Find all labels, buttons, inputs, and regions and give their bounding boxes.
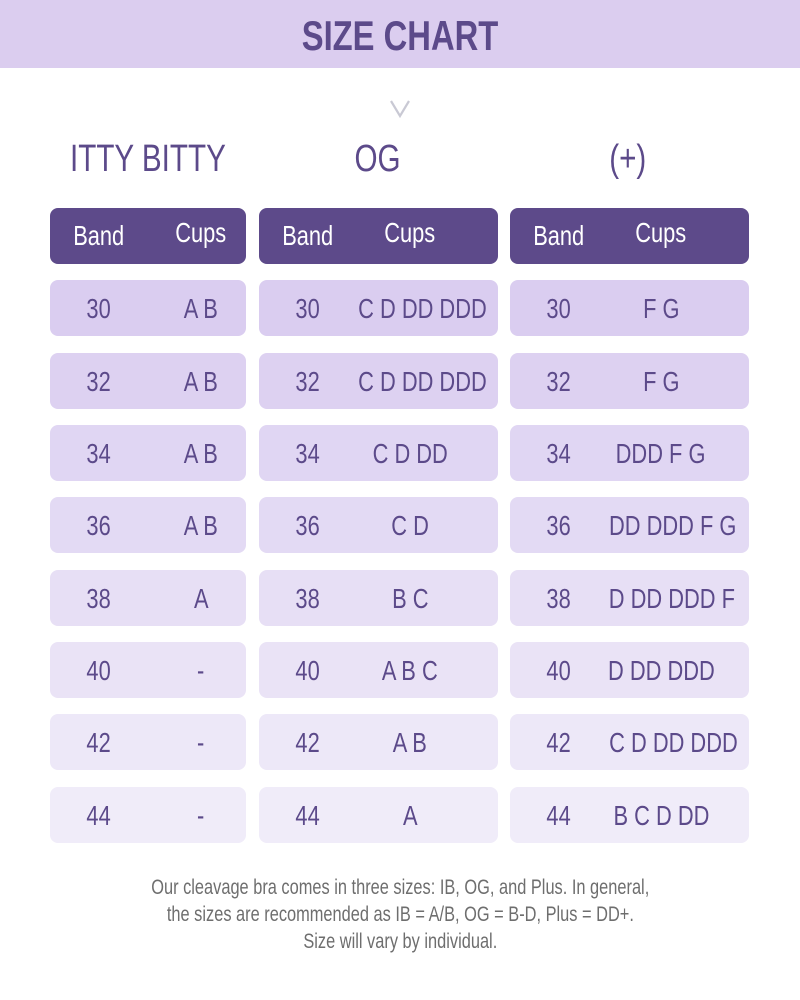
band-value: 32	[295, 366, 321, 397]
band-value: 38	[295, 583, 321, 614]
table-row: 38 D DD DDD F	[510, 570, 749, 626]
size-heading-label: ITTY BITTY	[70, 138, 226, 180]
cups-value: DDD F G	[616, 438, 706, 469]
cups-value: A B	[392, 727, 428, 758]
cups-value: -	[197, 800, 205, 831]
table-row: 30 C D DD DDD	[259, 280, 498, 336]
band-value: 30	[546, 293, 572, 324]
band-value: 42	[546, 727, 572, 758]
table-row: 42 -	[50, 714, 246, 770]
band-value: 36	[546, 510, 572, 541]
table-row: 36 C D	[259, 497, 498, 553]
cups-value: C D DD DDD	[609, 727, 738, 758]
table-row: 32 A B	[50, 353, 246, 409]
size-heading-label: OG	[354, 138, 402, 180]
band-value: 40	[295, 655, 321, 686]
cups-value: D DD DDD	[607, 655, 715, 686]
table-row: 44 -	[50, 787, 246, 843]
cups-value: A B	[183, 510, 219, 541]
table-row: 30 A B	[50, 280, 246, 336]
size-heading-label: (+)	[609, 138, 647, 180]
table-row: 38 B C	[259, 570, 498, 626]
table-row: 44 B C D DD	[510, 787, 749, 843]
chevron-down-icon[interactable]	[388, 96, 412, 120]
cups-header: Cups	[635, 217, 687, 248]
band-value: 44	[295, 800, 321, 831]
band-value: 30	[86, 293, 112, 324]
size-heading: ITTY BITTY	[0, 138, 298, 181]
cups-value: A	[402, 800, 418, 831]
cups-value: C D DD	[372, 438, 448, 469]
cups-value: F G	[642, 293, 680, 324]
band-header: Band	[282, 220, 334, 251]
cups-value: A B	[183, 438, 219, 469]
band-value: 34	[546, 438, 572, 469]
band-value: 38	[86, 583, 112, 614]
cups-value: A B C	[382, 655, 438, 686]
table-row: 34 DDD F G	[510, 425, 749, 481]
table-row: 40 D DD DDD	[510, 642, 749, 698]
band-value: 36	[295, 510, 321, 541]
band-value: 40	[86, 655, 112, 686]
cups-header: Cups	[384, 217, 436, 248]
note-line: Size will vary by individual.	[303, 930, 497, 953]
size-note: Our cleavage bra comes in three sizes: I…	[0, 874, 800, 955]
band-value: 32	[86, 366, 112, 397]
table-row: 32 F G	[510, 353, 749, 409]
band-value: 38	[546, 583, 572, 614]
band-value: 40	[546, 655, 572, 686]
band-value: 42	[86, 727, 112, 758]
cups-value: -	[197, 655, 205, 686]
table-row: 32 C D DD DDD	[259, 353, 498, 409]
table-row: 40 A B C	[259, 642, 498, 698]
cups-value: A B	[183, 366, 219, 397]
title-banner: SIZE CHART	[0, 0, 800, 68]
page-title: SIZE CHART	[301, 12, 499, 59]
band-value: 34	[295, 438, 321, 469]
band-value: 34	[86, 438, 112, 469]
cups-value: A B	[183, 293, 219, 324]
band-value: 30	[295, 293, 321, 324]
cups-value: B C D DD	[613, 800, 709, 831]
band-value: 42	[295, 727, 321, 758]
table-row: 34 A B	[50, 425, 246, 481]
table-row: 30 F G	[510, 280, 749, 336]
band-value: 32	[546, 366, 572, 397]
band-header: Band	[73, 220, 125, 251]
cups-value: -	[197, 727, 205, 758]
table-row: 40 -	[50, 642, 246, 698]
cups-value: B C	[391, 583, 429, 614]
size-heading: (+)	[478, 138, 778, 181]
band-value: 44	[546, 800, 572, 831]
cups-header: Cups	[175, 217, 227, 248]
size-heading: OG	[228, 138, 528, 181]
cups-value: D DD DDD F	[608, 583, 735, 614]
cups-value: C D DD DDD	[358, 293, 487, 324]
cups-value: DD DDD F G	[608, 510, 737, 541]
table-header: Band Cups	[259, 208, 498, 264]
cups-value: C D DD DDD	[358, 366, 487, 397]
note-line: Our cleavage bra comes in three sizes: I…	[150, 876, 650, 899]
band-value: 44	[86, 800, 112, 831]
table-row: 36 DD DDD F G	[510, 497, 749, 553]
table-row: 42 C D DD DDD	[510, 714, 749, 770]
table-row: 36 A B	[50, 497, 246, 553]
cups-value: F G	[642, 366, 680, 397]
table-header: Band Cups	[50, 208, 246, 264]
table-row: 42 A B	[259, 714, 498, 770]
table-header: Band Cups	[510, 208, 749, 264]
note-line: the sizes are recommended as IB = A/B, O…	[166, 903, 634, 926]
cups-value: A	[193, 583, 209, 614]
band-value: 36	[86, 510, 112, 541]
table-row: 44 A	[259, 787, 498, 843]
band-header: Band	[533, 220, 585, 251]
cups-value: C D	[391, 510, 429, 541]
table-row: 38 A	[50, 570, 246, 626]
table-row: 34 C D DD	[259, 425, 498, 481]
